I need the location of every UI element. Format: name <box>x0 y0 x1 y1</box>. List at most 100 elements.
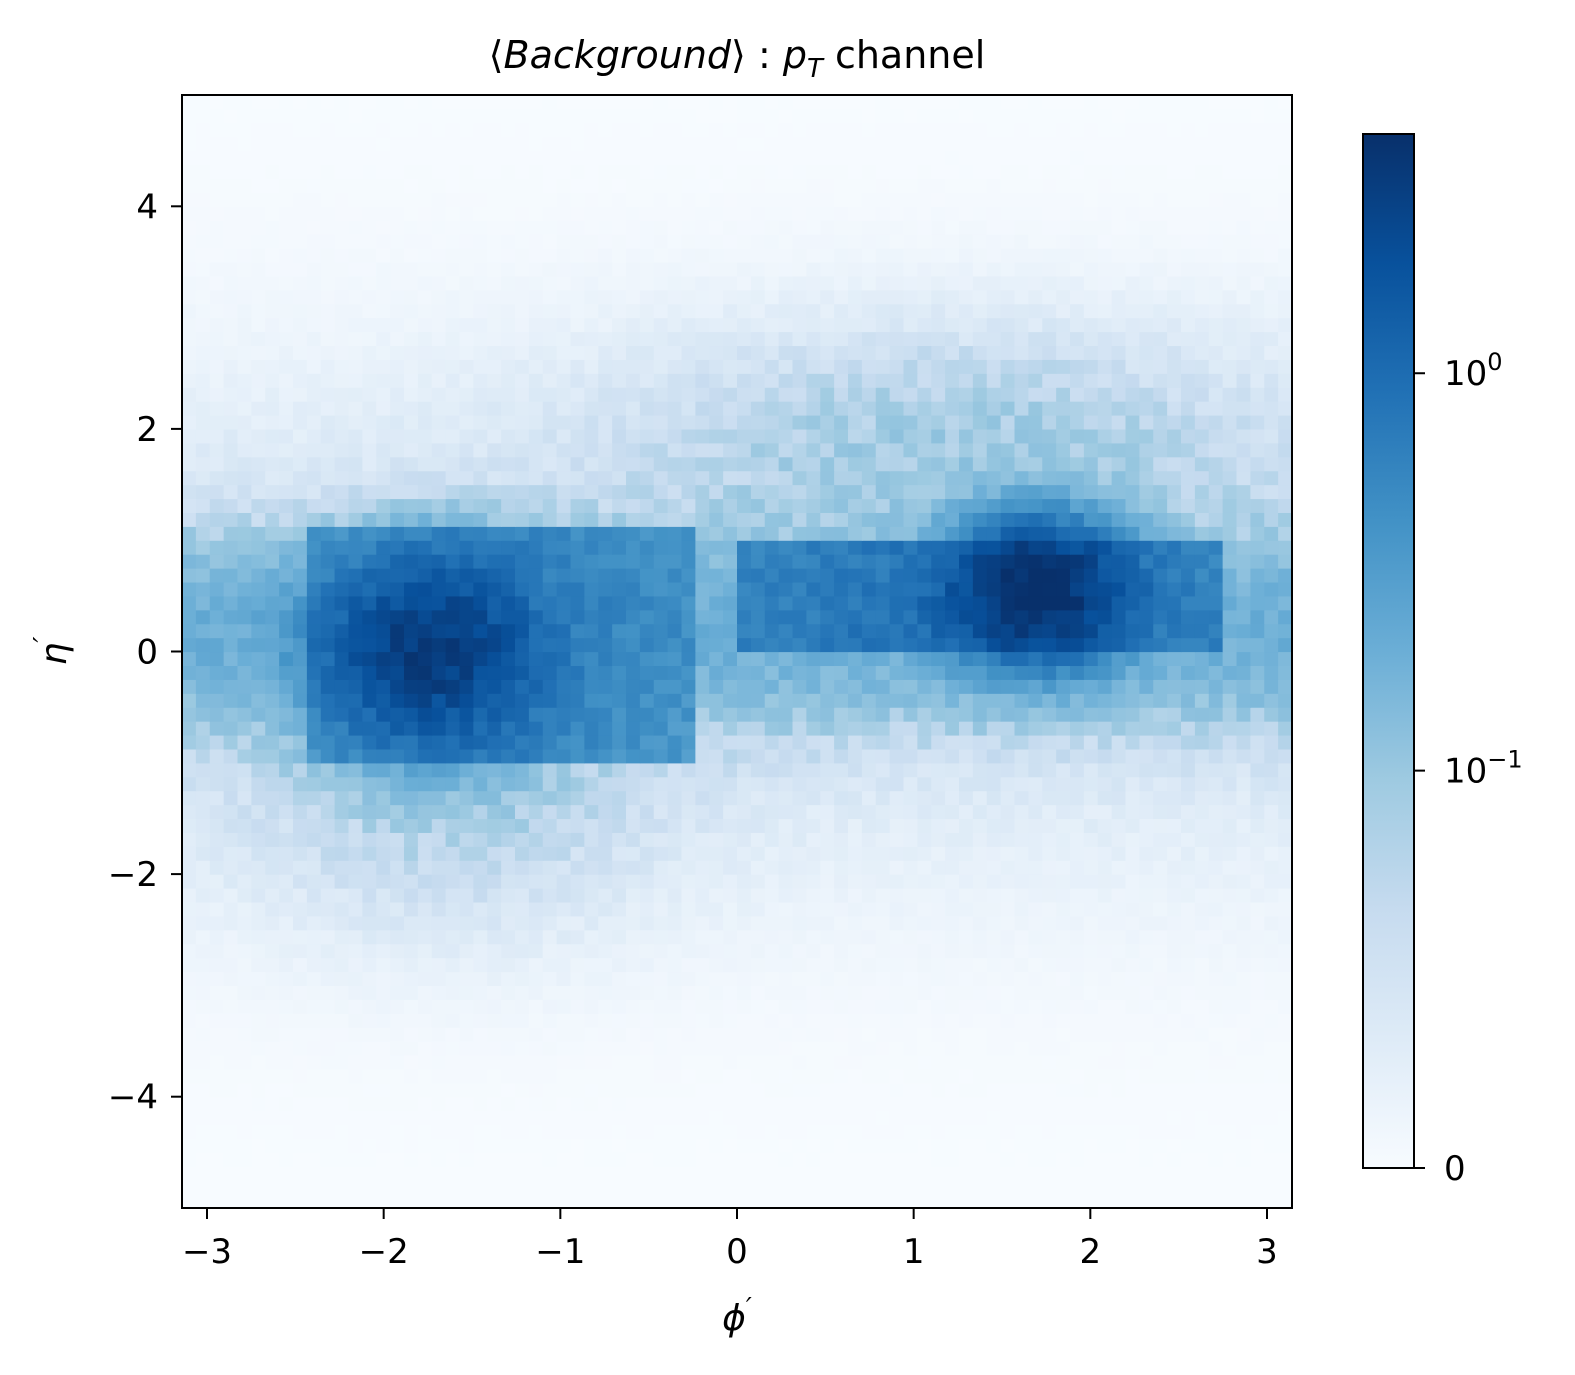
heatmap-cell <box>334 860 350 875</box>
heatmap-cell <box>653 498 669 513</box>
heatmap-cell <box>293 554 308 569</box>
heatmap-cell <box>667 874 683 889</box>
heatmap-cell <box>556 1027 572 1042</box>
heatmap-cell <box>834 414 849 430</box>
heatmap-cell <box>376 804 391 820</box>
heatmap-cell <box>959 721 974 736</box>
heatmap-cell <box>417 874 433 889</box>
heatmap-cell <box>223 470 239 486</box>
heatmap-cell <box>306 498 322 513</box>
heatmap-cell <box>473 512 488 527</box>
heatmap-cell <box>681 359 696 374</box>
heatmap-cell <box>959 1180 974 1195</box>
heatmap-cell <box>667 985 683 1000</box>
heatmap-cell <box>1111 832 1127 847</box>
heatmap-cell <box>945 345 960 360</box>
heatmap-cell <box>528 1166 544 1181</box>
heatmap-cell <box>584 498 599 513</box>
heatmap-cell <box>667 456 683 472</box>
heatmap-cell <box>320 484 336 500</box>
heatmap-cell <box>848 734 863 750</box>
heatmap-cell <box>293 498 308 513</box>
heatmap-cell <box>875 540 891 555</box>
heatmap-cell <box>487 707 502 722</box>
heatmap-cell <box>875 359 891 374</box>
heatmap-cell <box>237 1124 252 1140</box>
heatmap-cell <box>723 679 738 694</box>
heatmap-cell <box>945 999 960 1014</box>
heatmap-cell <box>695 971 710 986</box>
heatmap-cell <box>695 359 710 374</box>
heatmap-cell <box>861 1082 877 1098</box>
heatmap-cell <box>945 540 960 555</box>
heatmap-cell <box>1000 345 1016 360</box>
heatmap-cell <box>376 707 391 722</box>
heatmap-cell <box>945 1138 960 1153</box>
heatmap-cell <box>1264 1041 1279 1056</box>
heatmap-cell <box>279 540 294 555</box>
heatmap-cell <box>834 442 849 458</box>
heatmap-cell <box>1028 999 1043 1014</box>
heatmap-cell <box>848 721 863 736</box>
heatmap-cell <box>1056 540 1071 555</box>
heatmap-cell <box>778 401 794 416</box>
heatmap-cell <box>1139 1124 1154 1140</box>
heatmap-cell <box>1222 1180 1238 1195</box>
heatmap-cell <box>570 929 585 945</box>
heatmap-cell <box>584 929 599 945</box>
heatmap-cell <box>473 373 488 388</box>
heatmap-cell <box>1139 637 1154 653</box>
heatmap-cell <box>417 846 433 861</box>
heatmap-cell <box>848 748 863 764</box>
heatmap-cell <box>723 999 738 1014</box>
heatmap-cell <box>570 1054 585 1070</box>
heatmap-cell <box>681 929 696 945</box>
heatmap-cell <box>695 1027 710 1042</box>
heatmap-cell <box>528 832 544 847</box>
heatmap-cell <box>348 888 363 903</box>
heatmap-cell <box>1000 929 1016 945</box>
heatmap-cell <box>1028 345 1043 360</box>
heatmap-cell <box>182 526 197 541</box>
heatmap-cell <box>223 526 239 541</box>
heatmap-cell <box>362 1096 377 1112</box>
heatmap-cell <box>251 1068 266 1084</box>
heatmap-cell <box>1097 484 1113 500</box>
heatmap-cell <box>750 401 766 416</box>
heatmap-cell <box>501 679 516 694</box>
heatmap-cell <box>1042 707 1057 722</box>
heatmap-cell <box>528 874 544 889</box>
heatmap-cell <box>875 554 891 569</box>
heatmap-cell <box>542 985 558 1000</box>
heatmap-cell <box>390 512 405 527</box>
heatmap-cell <box>1194 568 1210 583</box>
heatmap-cell <box>778 345 794 360</box>
heatmap-cell <box>251 456 266 472</box>
heatmap-cell <box>750 1138 766 1153</box>
heatmap-cell <box>209 1124 225 1140</box>
heatmap-cell <box>959 1194 974 1209</box>
heatmap-cell <box>279 470 294 486</box>
heatmap-cell <box>1208 568 1224 583</box>
heatmap-cell <box>1042 915 1057 931</box>
heatmap-cell <box>1028 526 1043 541</box>
heatmap-cell <box>764 1054 780 1070</box>
heatmap-cell <box>820 637 835 653</box>
heatmap-cell <box>1250 1027 1265 1042</box>
heatmap-cell <box>1236 957 1251 973</box>
heatmap-cell <box>986 526 1002 541</box>
heatmap-cell <box>931 414 946 430</box>
heatmap-cell <box>293 1138 308 1153</box>
heatmap-cell <box>861 943 877 959</box>
heatmap-cell <box>1028 721 1043 736</box>
heatmap-cell <box>1028 595 1043 611</box>
heatmap-cell <box>195 623 211 639</box>
heatmap-cell <box>806 568 821 583</box>
heatmap-cell <box>237 470 252 486</box>
heatmap-cell <box>1125 957 1140 973</box>
heatmap-cell <box>1000 957 1016 973</box>
heatmap-cell <box>570 331 585 347</box>
heatmap-cell <box>1111 428 1127 444</box>
heatmap-cell <box>417 359 433 374</box>
heatmap-cell <box>237 915 252 931</box>
